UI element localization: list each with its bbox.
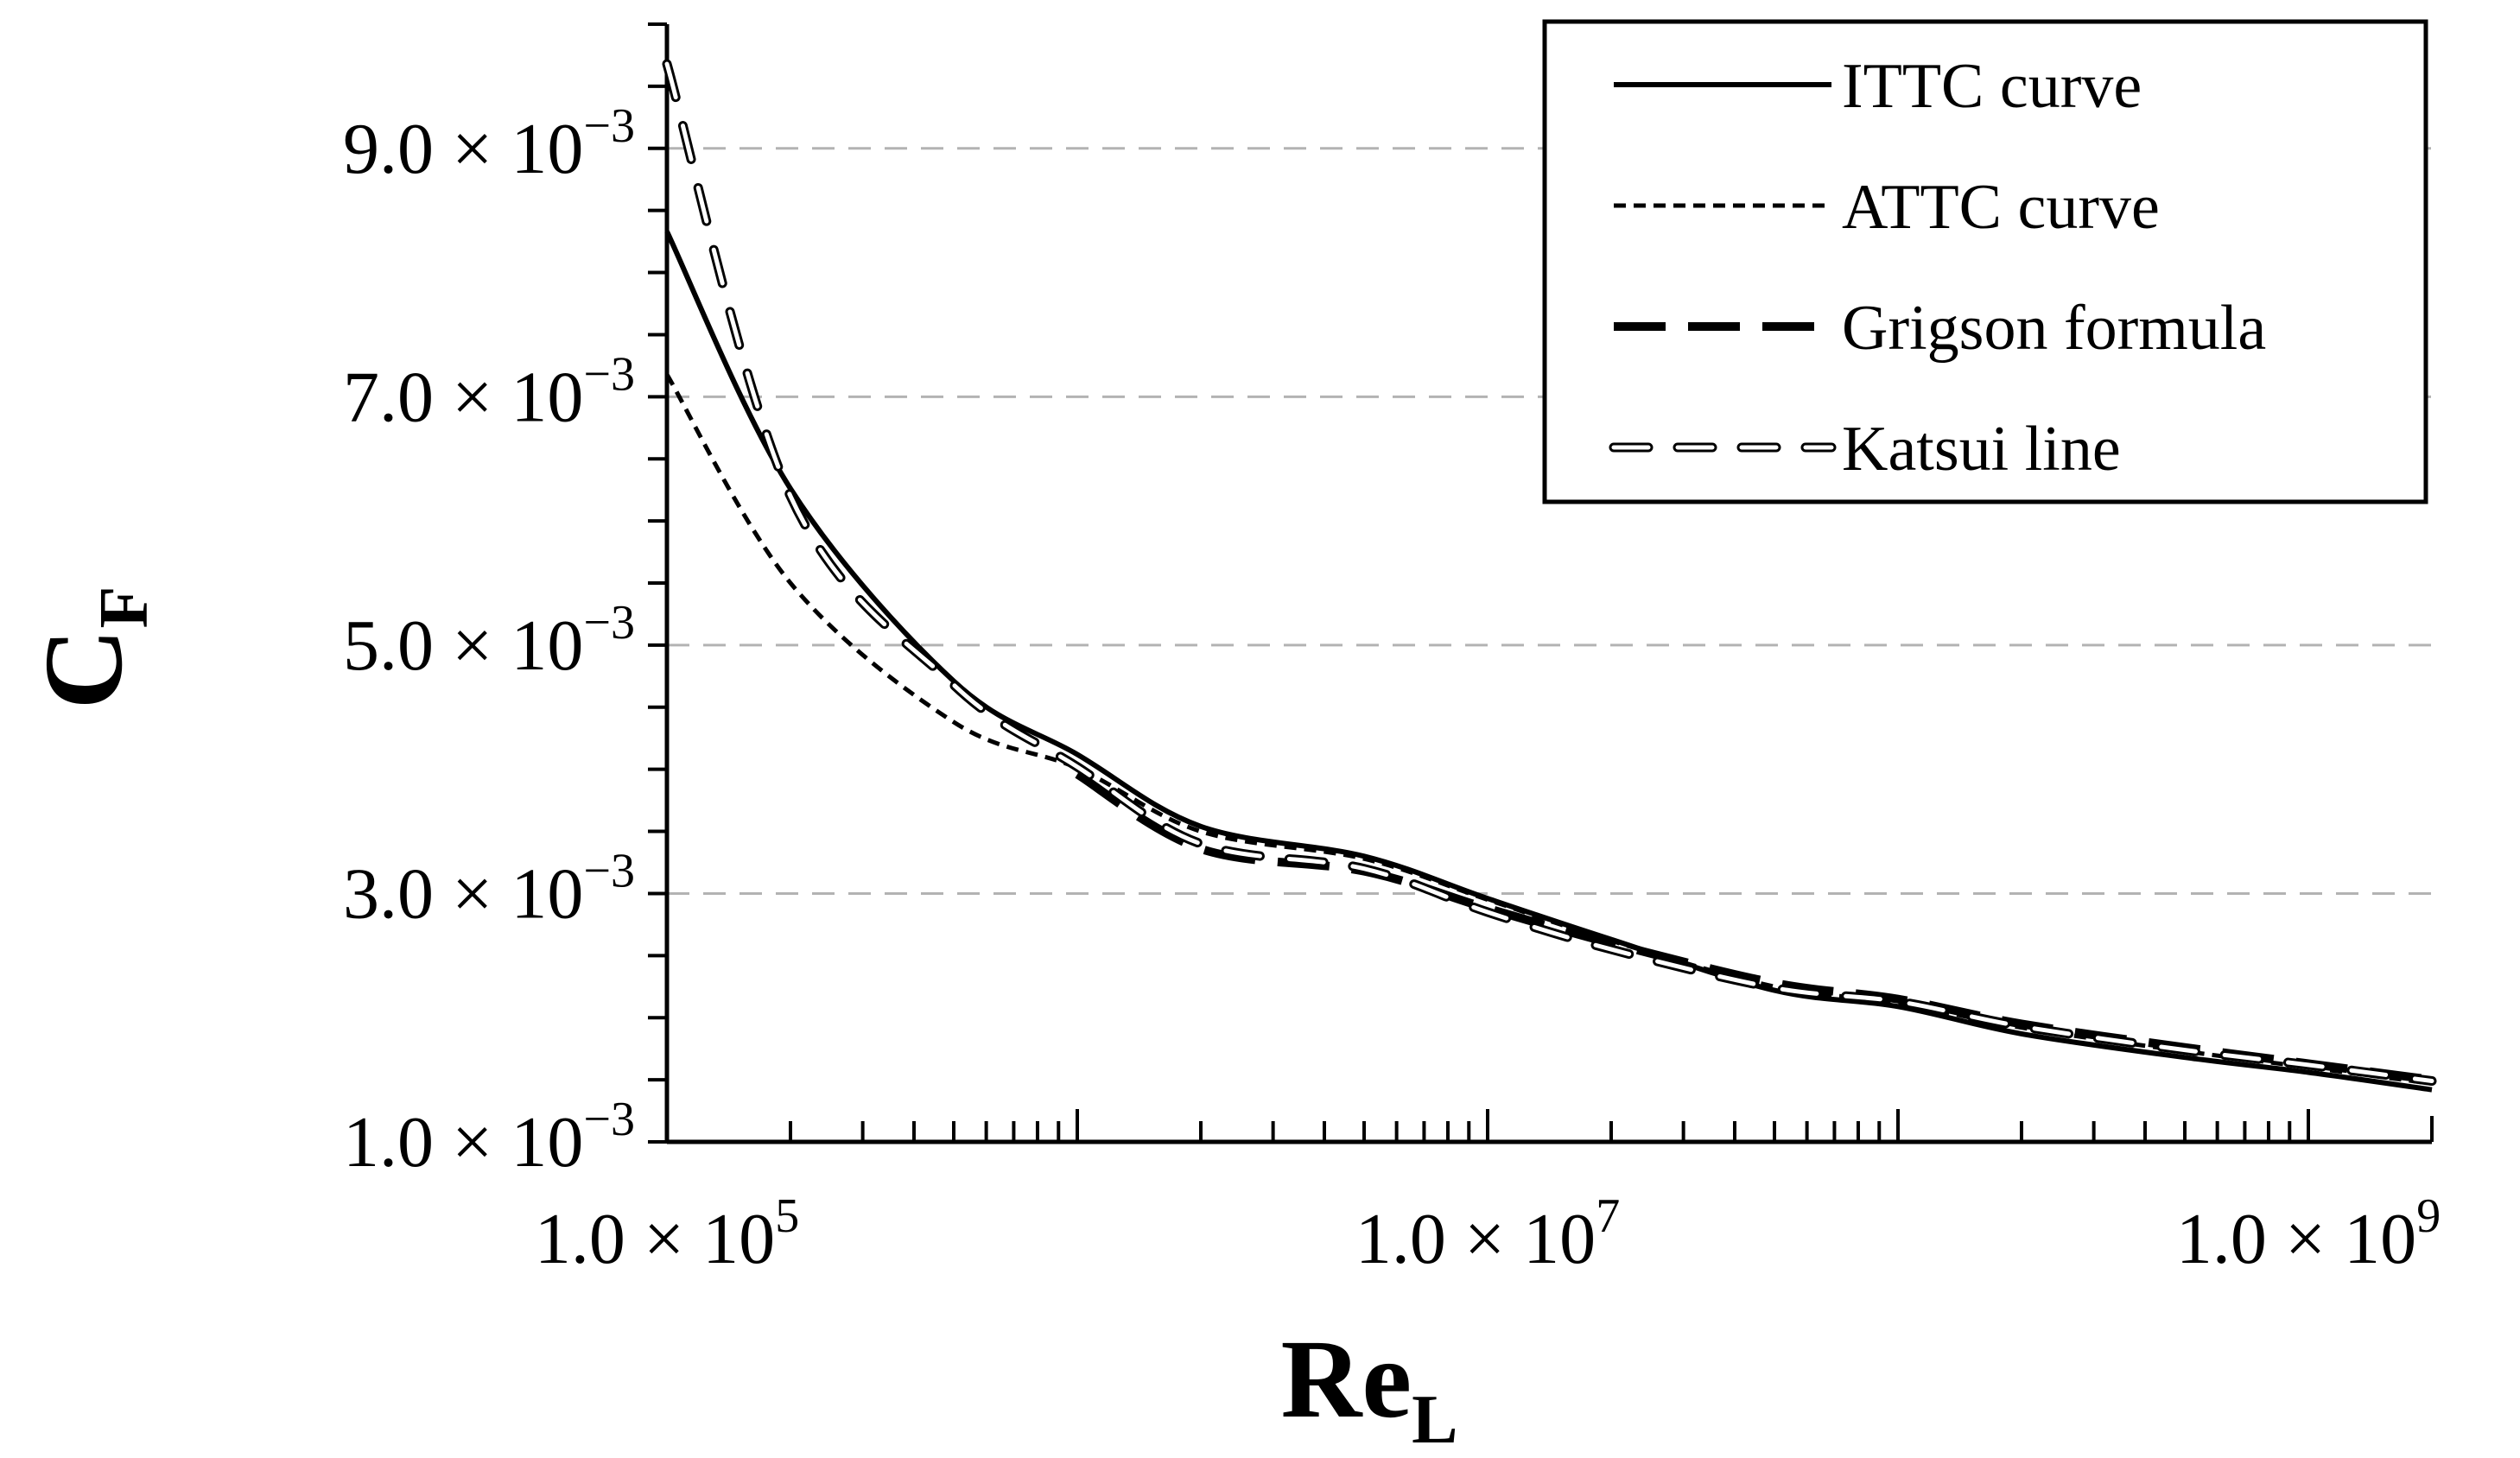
x-tick-labels: 1.0 × 105 1.0 × 107 1.0 × 109 [535, 1189, 2441, 1279]
x-tick-label: 1.0 × 109 [2176, 1189, 2441, 1279]
legend-label: Katsui line [1842, 414, 2121, 485]
legend-box [1542, 19, 2428, 504]
legend-label: ITTC curve [1842, 51, 2142, 122]
legend-label: ATTC curve [1842, 172, 2160, 243]
series-katsui-line [662, 59, 2437, 1086]
y-tick-labels: 1.0 × 10−3 3.0 × 10−3 5.0 × 10−3 7.0 × 10−3… [343, 99, 635, 1182]
y-tick-label: 3.0 × 10−3 [343, 844, 635, 934]
legend-item: ITTC curve [1614, 51, 2142, 122]
series-lines [662, 59, 2437, 1093]
y-axis-label: CF [22, 586, 162, 710]
legend-item: Grigson formula [1614, 293, 2266, 364]
legend-label: Grigson formula [1842, 293, 2266, 364]
series-line [664, 61, 2434, 1083]
x-tick-label: 1.0 × 105 [535, 1189, 799, 1279]
series-line [1075, 770, 2433, 1085]
y-tick-label: 1.0 × 10−3 [343, 1093, 635, 1182]
x-tick-label: 1.0 × 107 [1355, 1189, 1620, 1279]
axes [648, 22, 2434, 1144]
legend-item: ATTC curve [1614, 172, 2160, 243]
series-line [664, 373, 2433, 1086]
x-axis-label: ReL [1281, 1317, 1458, 1458]
y-tick-label: 7.0 × 10−3 [343, 347, 635, 437]
y-tick-label: 9.0 × 10−3 [343, 99, 635, 189]
series-grigson-formula [1075, 770, 2433, 1085]
legend-item: Katsui line [1609, 414, 2121, 485]
series-attc-curve [664, 373, 2433, 1086]
y-tick-label: 5.0 × 10−3 [343, 596, 635, 686]
legend: ITTC curve ATTC curve Grigson formula Katsu… [1542, 19, 2428, 504]
